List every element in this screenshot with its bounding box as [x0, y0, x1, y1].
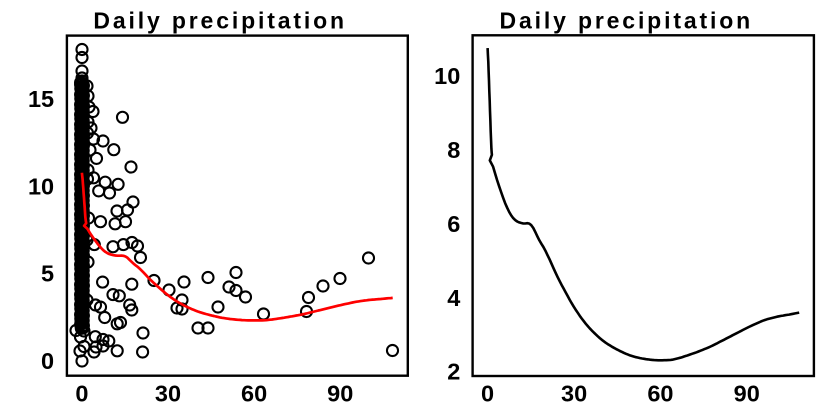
svg-text:8: 8	[447, 137, 460, 163]
svg-text:2: 2	[447, 359, 460, 385]
svg-text:0: 0	[75, 380, 88, 406]
svg-text:30: 30	[561, 380, 587, 406]
svg-text:10: 10	[434, 63, 460, 89]
svg-text:4: 4	[447, 285, 460, 311]
svg-text:Daily precipitation: Daily precipitation	[500, 7, 754, 33]
svg-text:30: 30	[155, 380, 181, 406]
svg-text:10: 10	[28, 173, 54, 199]
svg-text:5: 5	[41, 261, 54, 287]
svg-text:Daily precipitation: Daily precipitation	[93, 7, 347, 33]
svg-text:90: 90	[734, 380, 760, 406]
svg-text:60: 60	[647, 380, 673, 406]
svg-text:15: 15	[28, 86, 54, 112]
svg-text:60: 60	[241, 380, 267, 406]
svg-text:0: 0	[481, 380, 494, 406]
svg-text:6: 6	[447, 211, 460, 237]
svg-text:0: 0	[41, 348, 54, 374]
svg-text:90: 90	[327, 380, 353, 406]
